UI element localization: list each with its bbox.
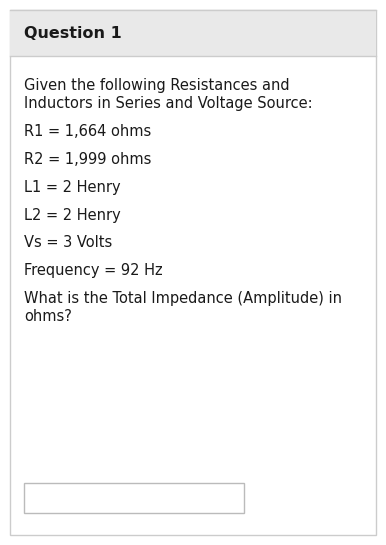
Text: L1 = 2 Henry: L1 = 2 Henry [24,180,120,195]
Text: Vs = 3 Volts: Vs = 3 Volts [24,235,112,251]
Text: R1 = 1,664 ohms: R1 = 1,664 ohms [24,124,151,139]
Text: ohms?: ohms? [24,310,72,324]
Text: Question 1: Question 1 [24,26,122,40]
Text: Given the following Resistances and: Given the following Resistances and [24,78,290,93]
Text: R2 = 1,999 ohms: R2 = 1,999 ohms [24,152,151,167]
Text: Inductors in Series and Voltage Source:: Inductors in Series and Voltage Source: [24,96,313,111]
Text: Frequency = 92 Hz: Frequency = 92 Hz [24,263,163,278]
Text: What is the Total Impedance (Amplitude) in: What is the Total Impedance (Amplitude) … [24,291,342,306]
Bar [10,10,376,56]
Text: L2 = 2 Henry: L2 = 2 Henry [24,208,121,222]
Bar [24,483,244,513]
